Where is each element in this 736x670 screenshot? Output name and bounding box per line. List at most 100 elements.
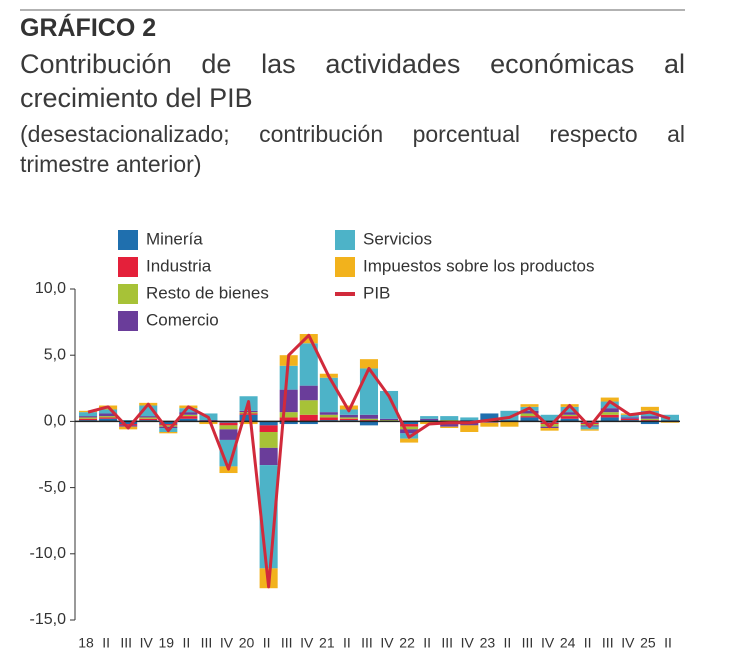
bar-segment [480,422,499,427]
x-tick-label: IV [541,635,555,651]
bar-segment [400,426,419,430]
bar-segment [199,421,218,425]
x-tick-label: II [263,635,271,651]
x-tick-label: 25 [640,635,656,651]
x-tick-label: II [584,635,592,651]
x-tick-label: II [664,635,672,651]
legend-label: PIB [363,283,390,302]
bar-segment [560,406,579,413]
x-tick-label: IV [621,635,635,651]
legend-label: Servicios [363,229,432,248]
x-tick-label: 18 [78,635,94,651]
bar-segment [520,410,539,414]
legend-swatch [335,257,355,277]
bar-segment [119,424,138,426]
bar-segment [139,405,158,417]
bar-segment [600,408,619,413]
bar-segment [219,422,238,426]
x-tick-label: 24 [560,635,576,651]
bar-segment [179,412,198,415]
bar-segment [640,421,659,425]
bar-segment [600,412,619,415]
y-tick-label: 0,0 [44,413,66,430]
legend-swatch [118,230,138,250]
bar-segment [99,409,118,414]
bar-segment [500,421,519,427]
bar-segment [380,390,399,419]
bar-segment [239,414,258,422]
bar-segment [299,421,318,425]
bar-segment [640,418,659,421]
bar-segment [239,421,258,425]
x-tick-label: III [522,635,534,651]
bar-segment [319,417,338,421]
bar-segment [460,425,479,432]
bar-segment [400,421,419,425]
bar-segment [159,424,178,426]
pib-line [87,333,671,589]
bar-segment [380,418,399,421]
bar-segment [359,418,378,421]
bar-segment [139,418,158,421]
bar-segment [440,424,459,427]
bar-segment [339,417,358,419]
legend-swatch [335,230,355,250]
bar-segment [179,414,198,417]
x-tick-label: II [102,635,110,651]
x-tick-label: III [120,635,132,651]
bar-segment [299,385,318,401]
bar-segment [79,417,98,419]
bar-segment [279,417,298,422]
bar-segment [279,389,298,413]
bar-segment [460,417,479,421]
bar-segment [560,418,579,422]
bar-segment [259,447,278,466]
bar-segment [600,417,619,422]
bar-segment [79,412,98,417]
bar-segment [359,414,378,419]
bar-segment [540,428,559,431]
bar-segment [400,429,419,434]
bar-segment [139,416,158,418]
bar-segment [400,424,419,427]
x-tick-label: III [602,635,614,651]
y-tick-label: -10,0 [30,545,67,562]
legend-label: Impuestos sobre los productos [363,256,595,275]
bar-segment [400,438,419,443]
x-tick-label: 19 [159,635,175,651]
header: GRÁFICO 2 Contribución de las actividade… [20,14,685,179]
x-tick-label: 23 [480,635,496,651]
legend-swatch [118,311,138,331]
x-tick-label: IV [380,635,394,651]
x-tick-label: II [182,635,190,651]
bar-segment [580,422,599,425]
bar-segment [79,418,98,421]
bar-segment [179,416,198,419]
x-tick-label: 21 [319,635,335,651]
x-tick-label: III [201,635,213,651]
bar-segment [600,397,619,402]
bar-segment [560,416,579,419]
bar-segment [279,365,298,390]
y-tick-label: -15,0 [30,611,67,628]
bar-segment [520,417,539,422]
y-tick-label: 10,0 [35,280,66,297]
bar-segment [259,431,278,448]
bar-segment [620,417,639,419]
bar-segment [319,414,338,418]
x-tick-label: IV [140,635,154,651]
bar-segment [299,343,318,386]
bar-segment [159,425,178,427]
bar-segment [600,414,619,418]
bar-segment [179,408,198,413]
chart-title: Contribución de las actividades económic… [20,49,685,113]
x-tick-label: II [423,635,431,651]
bar-segment [640,416,659,419]
bar-segment [420,416,439,419]
bar-segment [319,412,338,415]
x-tick-label: III [281,635,293,651]
bar-segment [339,414,358,418]
legend-label: Minería [146,229,203,248]
bar-segment [99,416,118,418]
